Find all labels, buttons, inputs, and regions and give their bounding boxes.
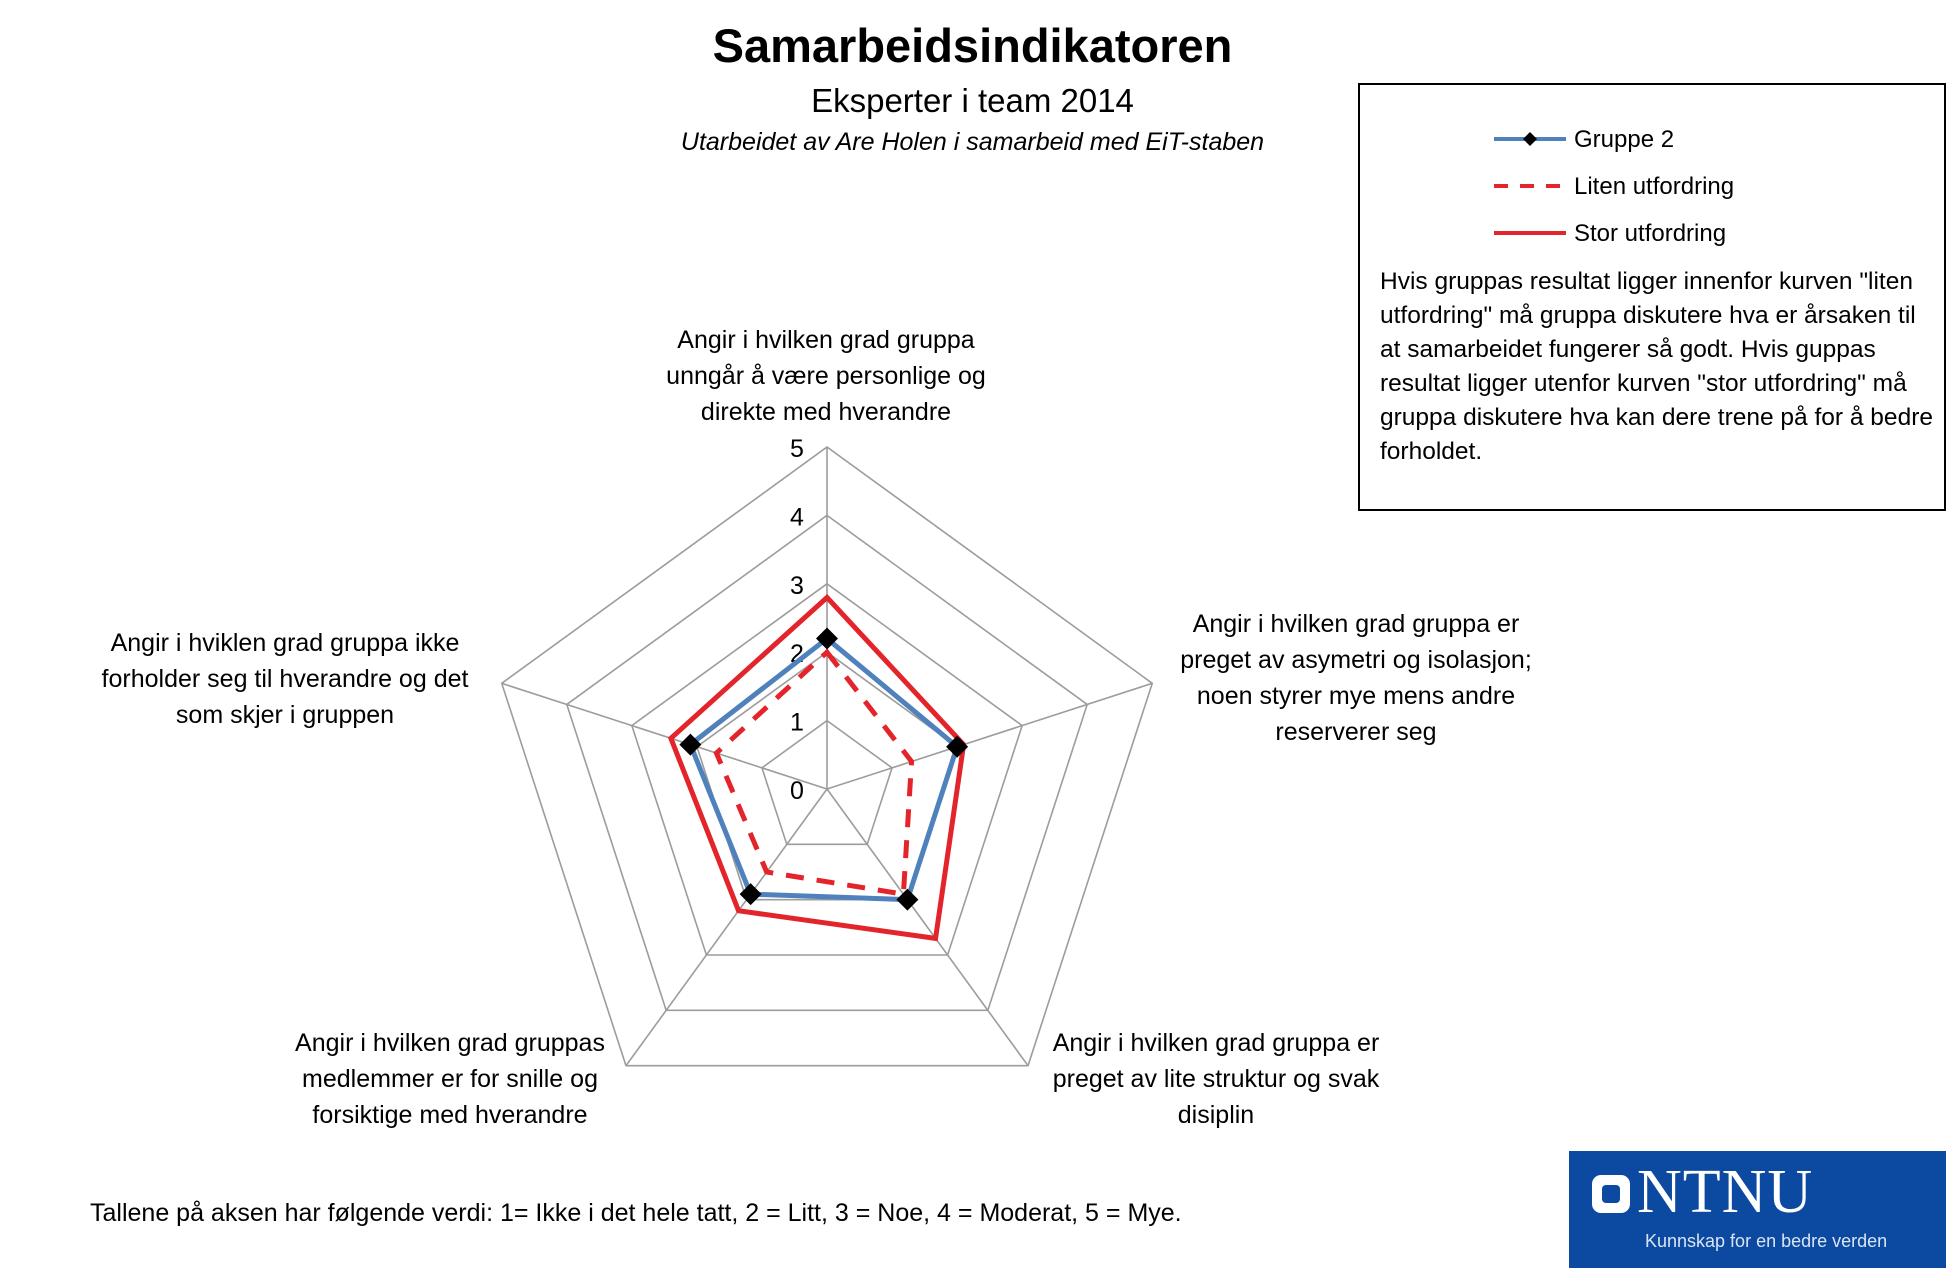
data-point-marker (946, 735, 969, 758)
ntnu-logo: NTNU Kunnskap for en bedre verden (1569, 1151, 1946, 1268)
logo-tagline: Kunnskap for en bedre verden (1645, 1231, 1888, 1251)
grid-spoke-2 (826, 682, 1153, 790)
data-point-marker (816, 627, 838, 650)
series-line-gruppe-2 (687, 635, 961, 903)
scale-tick-label: 4 (790, 503, 804, 531)
grid-spoke-3 (826, 788, 1029, 1067)
data-point-marker (679, 733, 702, 756)
chart-title: Samarbeidsindikatoren (712, 19, 1233, 72)
legend-note: Hvis gruppas resultat ligger innenfor ku… (1380, 268, 1933, 465)
legend-item-stor-utfordring: Stor utfordring (1490, 213, 1930, 253)
chart-subtitle: Eksperter i team 2014 (811, 82, 1134, 119)
scale-tick-label: 1 (790, 709, 804, 737)
series-line-liten-utfordring (713, 648, 915, 898)
legend-line-solid-blue-icon (1494, 132, 1566, 146)
grid-spoke-5 (501, 682, 828, 790)
axis-label-1: Angir i hvilken grad gruppa unngår å være… (666, 326, 986, 426)
series-line-stor-utfordring (667, 593, 967, 942)
axis-label-3: Angir i hvilken grad gruppa er preget av … (1052, 1029, 1380, 1129)
legend-line-dashed-red-icon (1494, 184, 1566, 188)
grid-ring-1 (761, 719, 893, 846)
legend-item-liten-utfordring: Liten utfordring (1490, 166, 1930, 206)
axis-label-2: Angir i hvilken grad gruppa er preget av … (1180, 610, 1532, 746)
data-point-marker (739, 883, 762, 906)
logo-name: NTNU (1637, 1158, 1814, 1226)
data-point-marker (896, 888, 919, 911)
footer-scale-note: Tallene på aksen har følgende verdi: 1= … (90, 1199, 1182, 1227)
legend-line-solid-red-icon (1494, 231, 1566, 235)
grid-spoke-4 (625, 788, 828, 1067)
grid-ring-3 (630, 582, 1024, 956)
chart-credit: Utarbeidet av Are Holen i samarbeid med … (680, 128, 1265, 156)
axis-label-5: Angir i hviklen grad gruppa ikke forholde… (101, 629, 469, 729)
legend-label: Liten utfordring (1574, 173, 1735, 200)
axis-label-4: Angir i hvilken grad gruppas medlemmer er… (295, 1029, 605, 1129)
ntnu-logo-mark-icon (1592, 1175, 1630, 1213)
grid-ring-4 (565, 514, 1089, 1012)
grid-ring-5 (500, 446, 1154, 1067)
legend: Gruppe 2 Liten utfordring Stor utfordrin… (1358, 83, 1946, 511)
scale-tick-label: 3 (790, 572, 804, 600)
legend-label: Stor utfordring (1574, 220, 1727, 247)
scale-tick-label: 5 (790, 435, 804, 463)
legend-item-gruppe-2: Gruppe 2 (1490, 119, 1930, 159)
scale-tick-label: 0 (790, 777, 804, 805)
legend-label: Gruppe 2 (1574, 126, 1675, 153)
